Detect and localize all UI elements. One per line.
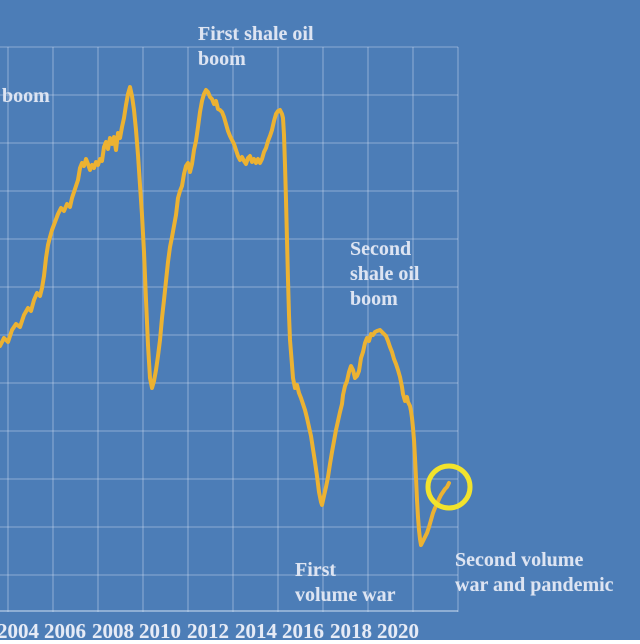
x-tick-label-2012: 2012 [187, 619, 229, 643]
x-tick-label-2004: 2004 [0, 619, 39, 643]
x-tick-label-2018: 2018 [330, 619, 372, 643]
x-tick-label-2008: 2008 [92, 619, 134, 643]
annotation-first-volume: First volume war [295, 559, 396, 606]
highlight-circle-marker [425, 463, 473, 511]
annotation-second-shale: Second shale oil boom [350, 238, 420, 310]
x-tick-label-2014: 2014 [235, 619, 277, 643]
x-tick-label-2010: 2010 [139, 619, 181, 643]
price-line [0, 85, 451, 547]
annotation-second-volume: Second volume war and pandemic [455, 549, 614, 596]
x-tick-label-2020: 2020 [377, 619, 419, 643]
annotation-boom-left: boom [2, 85, 50, 107]
annotation-first-shale: First shale oil boom [198, 23, 314, 70]
x-tick-label-2006: 2006 [44, 619, 86, 643]
x-tick-label-2016: 2016 [282, 619, 324, 643]
